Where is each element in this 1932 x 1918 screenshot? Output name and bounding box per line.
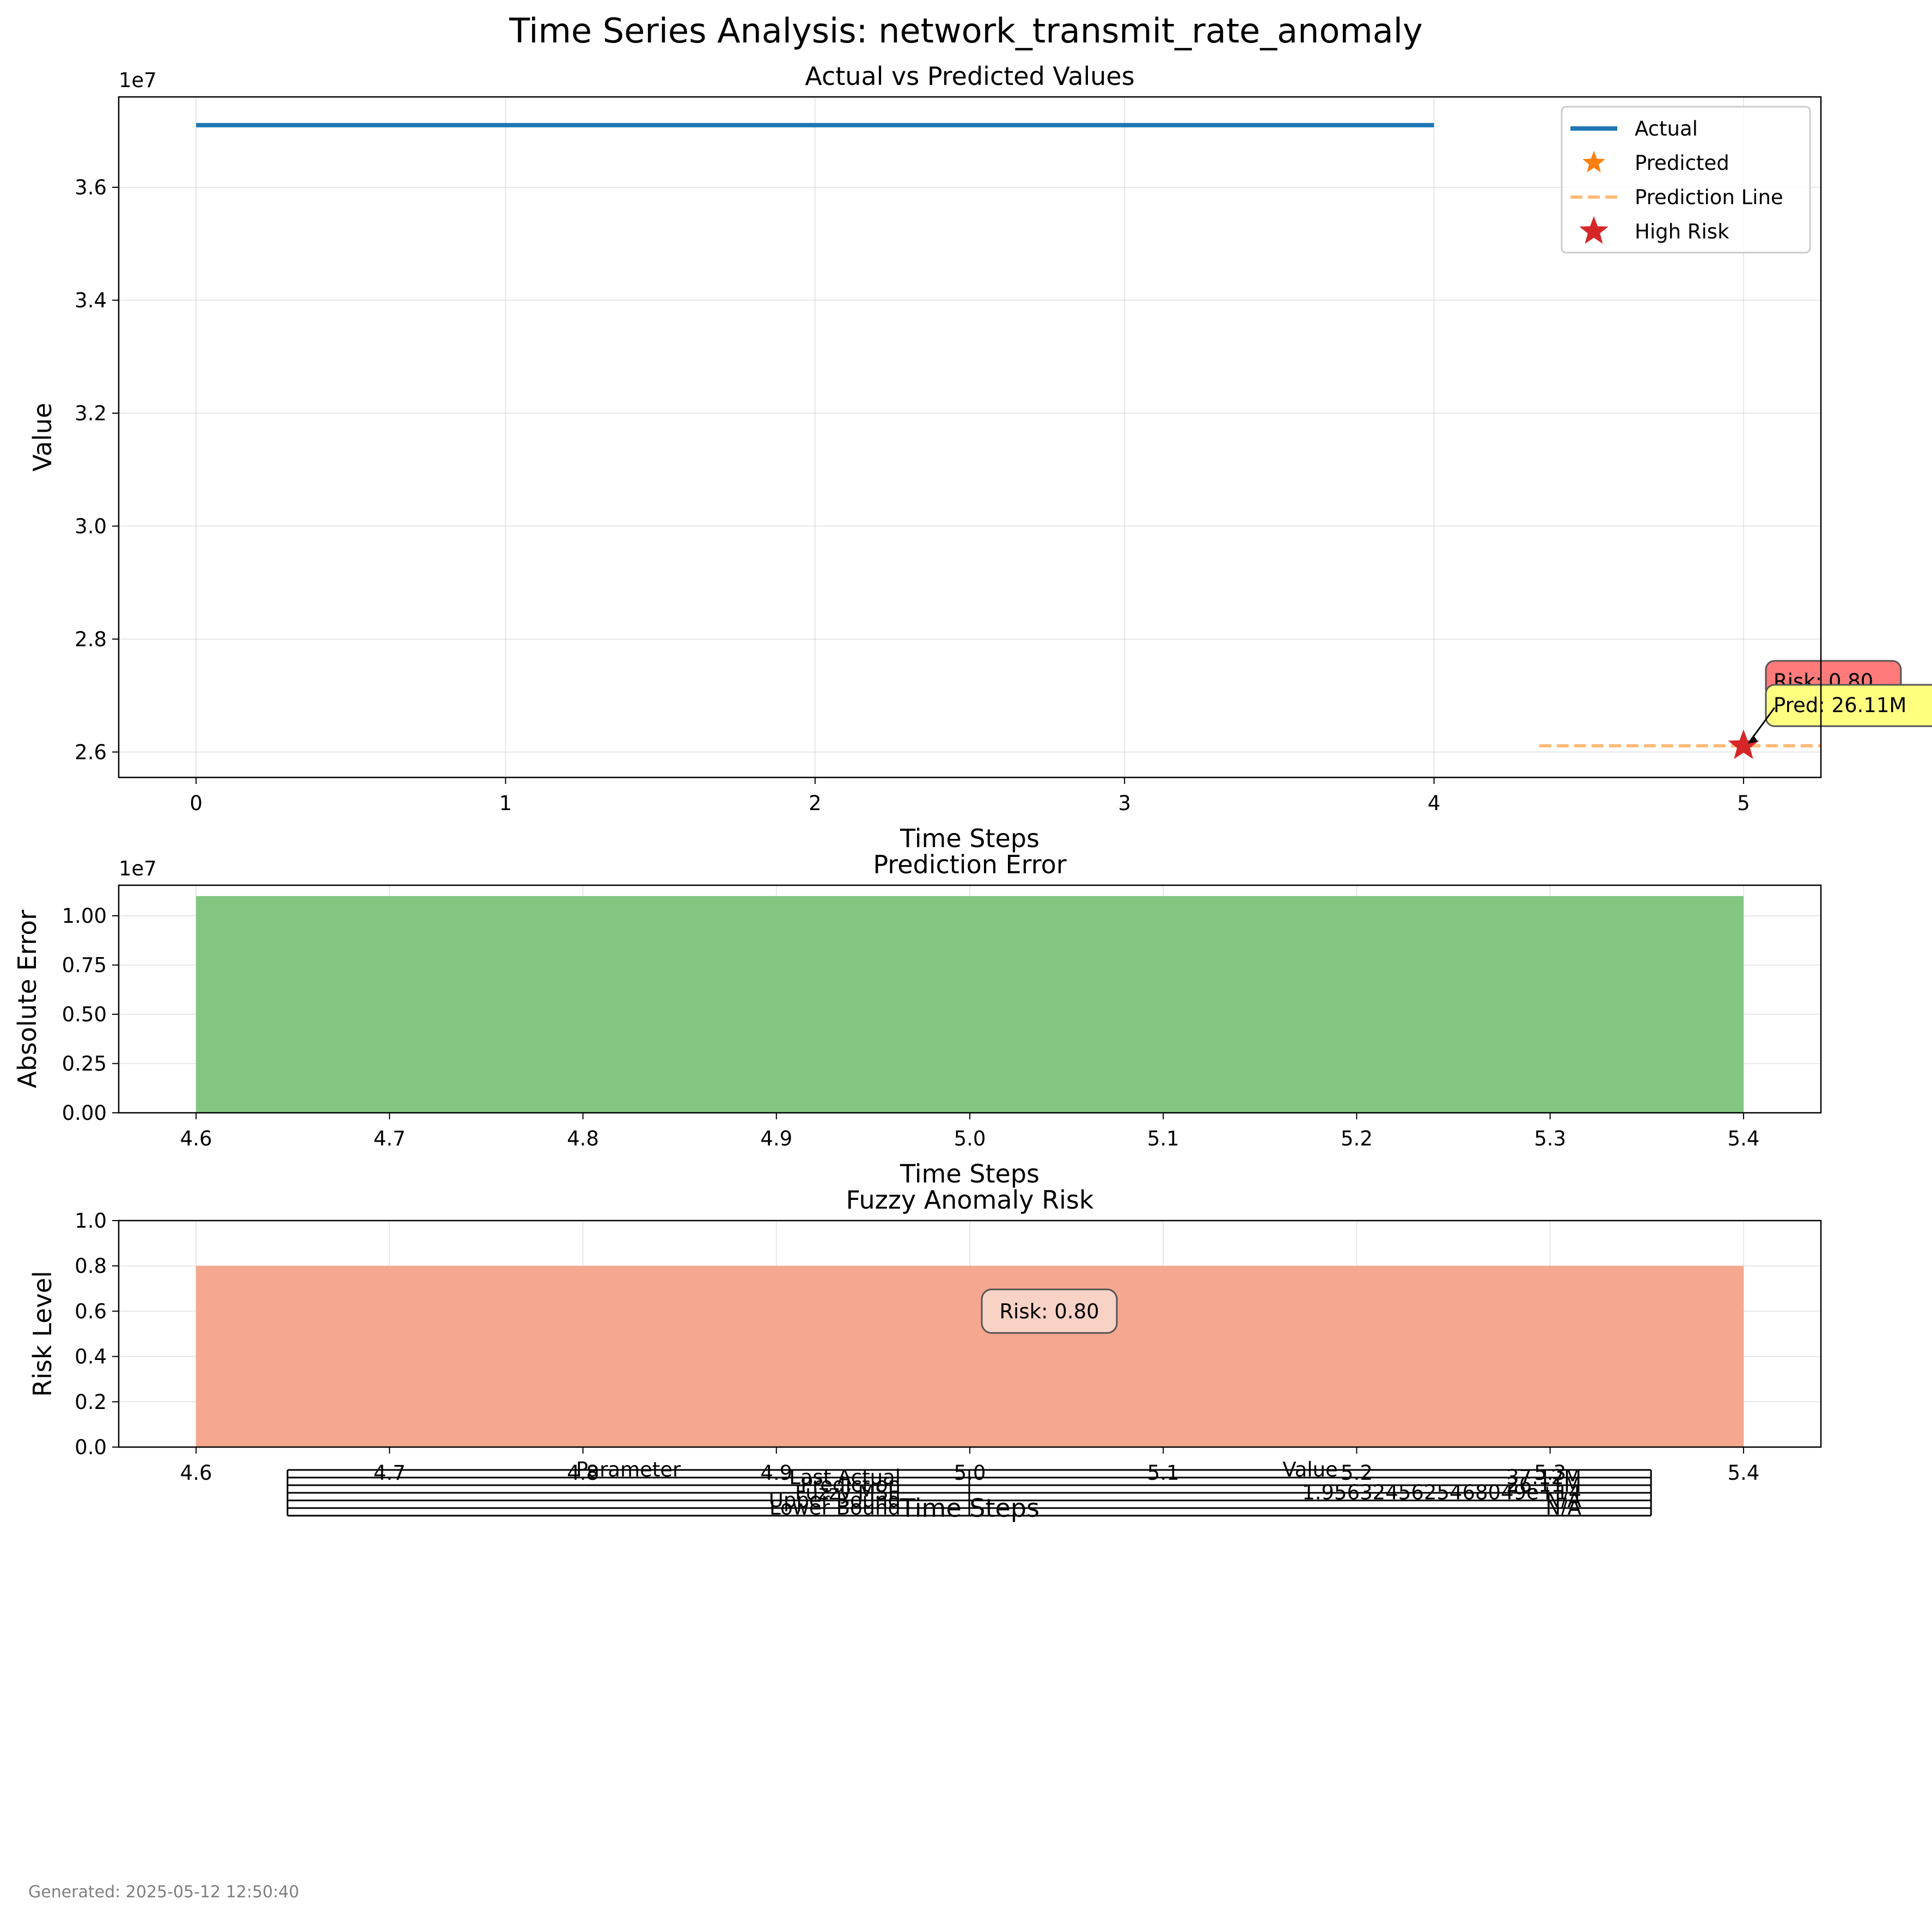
x-tick-label: 5.1 (1147, 1461, 1179, 1485)
y-tick-label: 0.6 (75, 1300, 107, 1323)
table-cell-parameter: Fuzzy MSE (795, 1481, 901, 1504)
table-header-value: Value (1282, 1458, 1338, 1481)
x-tick-label: 5.4 (1727, 1461, 1759, 1485)
y-tick-label: 2.8 (75, 628, 107, 651)
y-axis-label: Absolute Error (13, 910, 42, 1088)
panel-title: Fuzzy Anomaly Risk (846, 1185, 1094, 1215)
table-cell-parameter: Upper Bound (769, 1488, 901, 1512)
x-axis-label: Time Steps (900, 1159, 1040, 1188)
x-tick-label: 4.7 (374, 1127, 406, 1150)
axes-frame (118, 96, 1822, 779)
y-tick-label: 1.00 (62, 904, 107, 928)
x-tick-label: 5.3 (1534, 1127, 1566, 1150)
y-tick-label: 3.4 (75, 289, 107, 312)
x-tick-label: 5.0 (954, 1127, 986, 1150)
risk-value-text: Risk: 0.80 (999, 1300, 1099, 1323)
fuzzy-risk-panel: 4.6 4.7 4.8 4.9 5.0 5.1 5.2 5.3 5.40.00.20.40.60… (28, 1185, 1822, 1523)
legend-frame (1561, 106, 1811, 254)
y-tick-label: 3.2 (75, 402, 107, 425)
x-tick-label: 4.7 (374, 1461, 406, 1485)
legend: Actual Predicted Prediction Line High Risk (1561, 106, 1811, 254)
x-tick-label: 5.1 (1147, 1127, 1179, 1150)
x-tick-label: 1 (499, 792, 512, 815)
axes-frame (118, 884, 1822, 1114)
x-tick-label: 4 (1428, 792, 1441, 815)
x-tick-label: 4.9 (760, 1461, 792, 1485)
x-tick-label: 2 (809, 792, 822, 815)
y-tick-label: 0.0 (75, 1436, 107, 1459)
legend-predicted-swatch (1582, 151, 1605, 173)
x-tick-label: 5.4 (1727, 1127, 1759, 1150)
panel-title: Prediction Error (873, 850, 1066, 879)
x-axis-label: Time Steps (900, 824, 1040, 853)
x-tick-label: 4.6 (180, 1127, 212, 1150)
data-layer (196, 1266, 1744, 1447)
generated-footer: Generated: 2025-05-12 12:50:40 (28, 1883, 299, 1902)
y-tick-label: 0.8 (75, 1254, 107, 1278)
data-layer (196, 122, 1821, 759)
axes-frame (118, 1220, 1822, 1448)
y-tick-label: 0.50 (62, 1003, 107, 1026)
data-layer (196, 896, 1744, 1113)
table-header-parameter: Parameter (576, 1458, 681, 1481)
risk-value-box (981, 1288, 1118, 1334)
error-bar (196, 896, 1744, 1113)
y-tick-label: 0.2 (75, 1390, 107, 1414)
x-tick-label: 5.2 (1341, 1461, 1373, 1485)
x-tick-label: 4.6 (180, 1461, 212, 1485)
y-tick-label: 0.4 (75, 1345, 107, 1369)
y-axis-label: Risk Level (28, 1271, 57, 1396)
high-risk-point (1728, 729, 1759, 759)
y-tick-label: 0.75 (62, 954, 107, 977)
annotation-arrowhead (1747, 734, 1758, 744)
y-offset-label: 1e7 (119, 69, 157, 92)
x-tick-label: 5.3 (1534, 1461, 1566, 1485)
y-offset-label: 1e7 (119, 857, 157, 880)
panel-title: Actual vs Predicted Values (805, 62, 1134, 91)
legend-label: Prediction Line (1635, 186, 1783, 209)
table-cell-parameter: Lower Bound (769, 1496, 901, 1519)
y-tick-label: 3.6 (75, 176, 107, 199)
table-cell-value: 1.9563245625468049e+14 (1302, 1481, 1581, 1504)
prediction-annotation-box (1765, 684, 1932, 727)
table-cell-value: N/A (1546, 1496, 1581, 1519)
x-tick-label: 5 (1737, 792, 1750, 815)
prediction-annotation-text: Pred: 26.11M (1774, 694, 1906, 717)
x-tick-label: 4.8 (567, 1461, 599, 1485)
actual-vs-predicted-panel: 0 1 2 3 4 5 2.6 2.8 3.0 3.2 3.4 3.6 Actual vs Predic… (28, 62, 1932, 853)
y-tick-label: 0.00 (62, 1101, 107, 1125)
figure-title: Time Series Analysis: network_transmit_r… (509, 11, 1422, 51)
x-tick-label: 3 (1118, 792, 1131, 815)
table-cell-parameter: Last Actual (789, 1466, 901, 1489)
table-cell-value: N/A (1546, 1488, 1581, 1512)
prediction-error-panel: 4.6 4.7 4.8 4.9 5.0 5.1 5.2 5.3 5.4 0.00 0.25 0.50 0… (13, 850, 1822, 1188)
legend-label: Predicted (1635, 151, 1729, 175)
legend-label: High Risk (1635, 220, 1729, 243)
x-tick-label: 4.9 (760, 1127, 792, 1150)
x-tick-label: 4.8 (567, 1127, 599, 1150)
y-tick-label: 2.6 (75, 740, 107, 764)
table-cell-value: 37.12M (1506, 1466, 1581, 1489)
x-tick-label: 0 (189, 792, 203, 815)
legend-label: Actual (1635, 117, 1698, 140)
y-tick-label: 0.25 (62, 1052, 107, 1076)
y-tick-label: 3.0 (75, 514, 107, 538)
x-tick-label: 5.2 (1341, 1127, 1373, 1150)
table-cell-value: 26.11M (1506, 1473, 1581, 1497)
table-cell-parameter: Prediction (800, 1473, 901, 1497)
legend-high-risk-swatch (1579, 216, 1609, 244)
y-tick-label: 1.0 (75, 1209, 107, 1233)
parameter-table: Parameter Value Last Actual 37.12M Predictio… (286, 1458, 1652, 1519)
risk-bar (196, 1266, 1744, 1447)
y-axis-label: Value (28, 403, 57, 471)
